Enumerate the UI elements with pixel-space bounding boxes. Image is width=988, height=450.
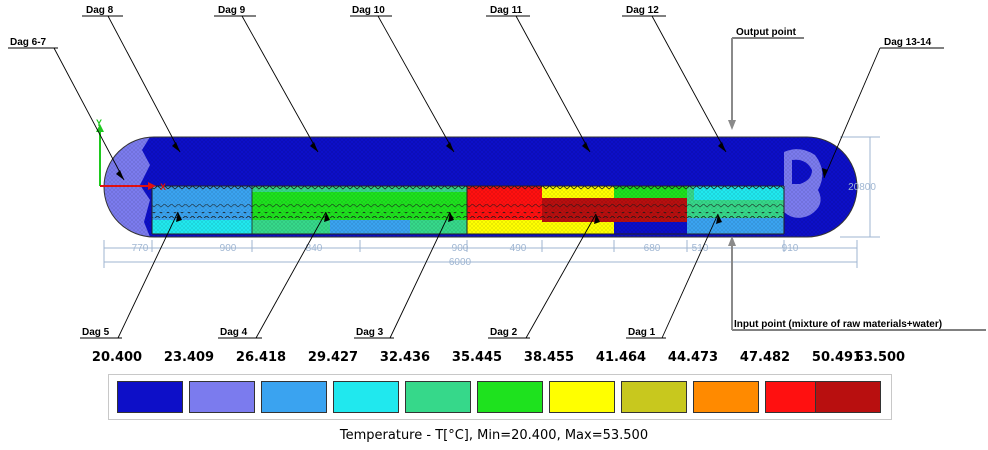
scale-label: 47.482 <box>739 350 791 365</box>
callout-day-12: Dag 12 <box>626 5 659 16</box>
scale-label: 20.400 <box>91 350 143 365</box>
legend-title: Temperature - T[°C], Min=20.400, Max=53.… <box>339 428 649 443</box>
dim-segment-7: 510 <box>692 243 709 254</box>
color-swatch <box>189 381 255 413</box>
color-swatch <box>815 381 881 413</box>
scale-label: 41.464 <box>595 350 647 365</box>
dim-total-length: 6000 <box>449 257 472 268</box>
scale-label: 32.436 <box>379 350 431 365</box>
scale-label: 26.418 <box>235 350 287 365</box>
dim-segment-8: 910 <box>782 243 799 254</box>
callout-arrowheads <box>116 120 828 246</box>
color-swatch <box>693 381 759 413</box>
dim-segment-2: 900 <box>220 243 237 254</box>
callout-input-point: Input point (mixture of raw materials+wa… <box>734 319 942 330</box>
dim-segment-1: 770 <box>132 243 149 254</box>
axis-gizmo: Y X <box>96 118 166 192</box>
axis-x-label: X <box>160 182 166 192</box>
callout-day-10: Dag 10 <box>352 5 385 16</box>
legend-frame <box>108 374 892 420</box>
color-swatch <box>117 381 183 413</box>
color-swatch <box>477 381 543 413</box>
color-swatch <box>405 381 471 413</box>
callout-day-8: Dag 8 <box>86 5 114 16</box>
tank <box>104 137 857 237</box>
dimension-labels: 770 900 840 900 490 680 510 910 6000 208… <box>132 182 877 268</box>
dim-diameter: 20800 <box>848 182 876 193</box>
color-swatch <box>261 381 327 413</box>
scale-label: 44.473 <box>667 350 719 365</box>
color-swatch <box>621 381 687 413</box>
scale-label: 29.427 <box>307 350 359 365</box>
scale-label: 23.409 <box>163 350 215 365</box>
color-swatch <box>549 381 615 413</box>
scale-label: 35.445 <box>451 350 503 365</box>
dim-segment-4: 900 <box>452 243 469 254</box>
axis-y-label: Y <box>96 118 102 128</box>
dim-segment-5: 490 <box>510 243 527 254</box>
callout-day-4: Dag 4 <box>220 327 248 338</box>
dim-segment-6: 680 <box>644 243 661 254</box>
scale-label: 38.455 <box>523 350 575 365</box>
callout-day-6-7: Dag 6-7 <box>10 37 47 48</box>
callout-leaders <box>8 15 986 339</box>
callout-labels: Dag 8 Dag 9 Dag 10 Dag 11 Dag 12 Dag 6-7… <box>10 5 942 338</box>
color-swatch <box>333 381 399 413</box>
scale-label: 53.500 <box>854 350 906 365</box>
callout-day-11: Dag 11 <box>490 5 523 16</box>
callout-day-13-14: Dag 13-14 <box>884 37 932 48</box>
callout-day-5: Dag 5 <box>82 327 110 338</box>
scale-label: 50.491 <box>811 350 863 365</box>
callout-day-9: Dag 9 <box>218 5 246 16</box>
callout-day-2: Dag 2 <box>490 327 518 338</box>
dim-segment-3: 840 <box>306 243 323 254</box>
callout-output-point: Output point <box>736 27 797 38</box>
callout-day-3: Dag 3 <box>356 327 384 338</box>
callout-day-1: Dag 1 <box>628 327 656 338</box>
